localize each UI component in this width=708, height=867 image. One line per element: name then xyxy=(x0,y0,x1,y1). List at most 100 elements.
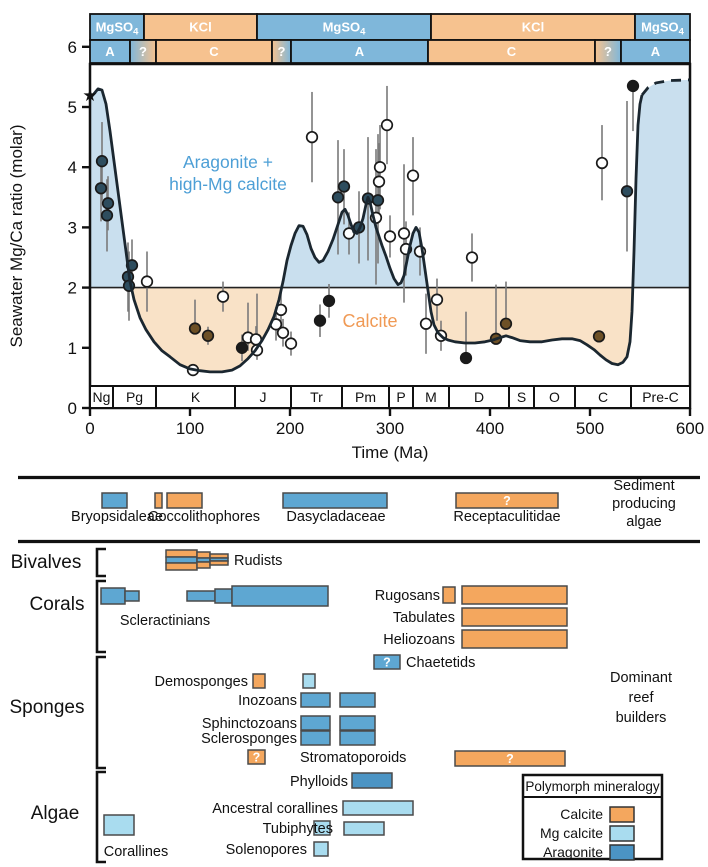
range-bar-stromatoporoids xyxy=(247,749,266,765)
group-label-bivalves: Bivalves xyxy=(11,552,82,573)
range-bar-tubiphytes xyxy=(343,821,385,836)
data-point xyxy=(626,79,640,93)
mgca-curve xyxy=(88,87,644,374)
range-bar-scleractinians xyxy=(231,585,329,607)
taxon-label: Coccolithophores xyxy=(148,509,260,525)
calcite-annotation: Calcite xyxy=(342,311,397,331)
period-label: Pre-C xyxy=(642,389,679,405)
legend-entry-label: Mg calcite xyxy=(540,825,603,841)
data-point xyxy=(383,230,397,243)
data-point xyxy=(373,161,387,174)
range-bar-receptaculitidae-question-mark: ? xyxy=(503,494,511,508)
evaporite-band-label: KCl xyxy=(189,20,211,35)
range-bar-sphinctozoans xyxy=(300,715,331,731)
range-bar-coccolithophores xyxy=(166,492,203,509)
range-bar-stromatoporoids-question-mark: ? xyxy=(253,751,261,765)
taxon-label: Ancestral corallines xyxy=(212,801,338,817)
data-point xyxy=(101,197,115,210)
mineralogy-band-label: C xyxy=(507,44,517,59)
data-point xyxy=(100,209,114,222)
taxon-label: Dasycladaceae xyxy=(286,509,385,525)
taxon-label: Scleractinians xyxy=(120,613,210,629)
data-point xyxy=(595,156,609,170)
y-tick-label: 6 xyxy=(68,38,77,57)
range-bar-scleractinians xyxy=(186,590,216,602)
modern-seawater-star: ★ xyxy=(82,86,97,105)
data-point xyxy=(313,314,327,327)
range-bar-rudists xyxy=(196,551,211,559)
range-bar-bryopsidaleae xyxy=(101,492,128,509)
y-tick-label: 4 xyxy=(68,158,77,177)
range-bar-coccolithophores xyxy=(154,492,163,509)
y-tick-label: 1 xyxy=(68,339,77,358)
range-bar-rudists xyxy=(165,549,198,558)
range-bar-scleractinians xyxy=(100,587,126,605)
taxon-label: Phylloids xyxy=(290,774,348,790)
data-point xyxy=(465,251,479,264)
sediment-producing-algae-label: algae xyxy=(626,514,661,530)
range-bar-rudists xyxy=(165,556,198,564)
data-point xyxy=(235,341,249,354)
period-label: O xyxy=(549,389,560,405)
legend-swatch-lightblue xyxy=(609,825,635,842)
data-point xyxy=(94,182,108,195)
data-point xyxy=(620,185,634,198)
range-bar-heliozoans xyxy=(461,629,568,649)
taxon-label: Corallines xyxy=(104,844,168,860)
range-bar-corallines xyxy=(103,814,135,836)
data-point xyxy=(188,322,202,335)
evaporite-band xyxy=(89,13,145,41)
taxon-label: Inozoans xyxy=(238,693,297,709)
period-box xyxy=(630,385,691,409)
period-label: K xyxy=(191,389,201,405)
legend-box xyxy=(521,773,664,861)
range-bar-scleractinians xyxy=(124,590,140,602)
range-bar-receptaculitidae xyxy=(455,492,559,509)
range-bar-sclerosponges xyxy=(300,730,331,746)
taxon-label: Sclerosponges xyxy=(201,731,297,747)
evaporite-band-label: KCl xyxy=(522,20,544,35)
taxon-label: Rudists xyxy=(234,553,282,569)
dominant-reef-builders-label: Dominant xyxy=(610,670,672,686)
period-label: Pm xyxy=(355,389,376,405)
data-point xyxy=(419,317,433,330)
taxon-label: Bryopsidaleae xyxy=(71,509,163,525)
range-bar-rudists xyxy=(209,560,229,566)
evaporite-band-label: MgSO4 xyxy=(641,20,685,38)
group-bracket xyxy=(95,579,106,654)
period-label: Pg xyxy=(126,389,143,405)
taxon-label: Tubiphytes xyxy=(263,821,333,837)
range-bar-rugosans xyxy=(461,585,568,605)
data-point xyxy=(499,317,513,330)
legend-swatch-aragonite xyxy=(609,844,635,861)
legend-title: Polymorph mineralogy xyxy=(525,779,660,794)
legend-entry-label: Calcite xyxy=(560,806,603,822)
range-bar-stromatoporoids xyxy=(454,750,566,767)
mineralogy-band-label: ? xyxy=(604,44,612,59)
taxon-label: Stromatoporoids xyxy=(300,750,406,766)
data-point xyxy=(201,329,215,342)
group-bracket xyxy=(95,655,106,770)
period-label: J xyxy=(260,389,267,405)
x-tick-label: 400 xyxy=(476,419,504,438)
range-bar-ancestral-corallines xyxy=(342,800,414,816)
range-bar-scleractinians xyxy=(214,588,233,604)
dominant-reef-builders-label: reef xyxy=(629,690,655,706)
range-bar-demosponges xyxy=(302,673,316,689)
data-point xyxy=(331,191,345,204)
evaporite-band-label: MgSO4 xyxy=(323,20,367,38)
range-bar-chaetetids-question-mark: ? xyxy=(383,656,391,670)
range-bar-inozoans xyxy=(339,692,376,708)
data-point xyxy=(372,175,386,188)
group-label-algae: Algae xyxy=(31,803,80,824)
period-label: M xyxy=(425,389,437,405)
y-axis-title: Seawater Mg/Ca ratio (molar) xyxy=(7,125,26,348)
mgca-curve-dashed xyxy=(640,78,691,96)
taxon-label: Rugosans xyxy=(375,588,440,604)
data-point xyxy=(337,180,351,193)
data-point xyxy=(276,326,290,339)
y-tick-label: 5 xyxy=(68,98,77,117)
x-tick-label: 500 xyxy=(576,419,604,438)
data-point xyxy=(371,194,385,207)
